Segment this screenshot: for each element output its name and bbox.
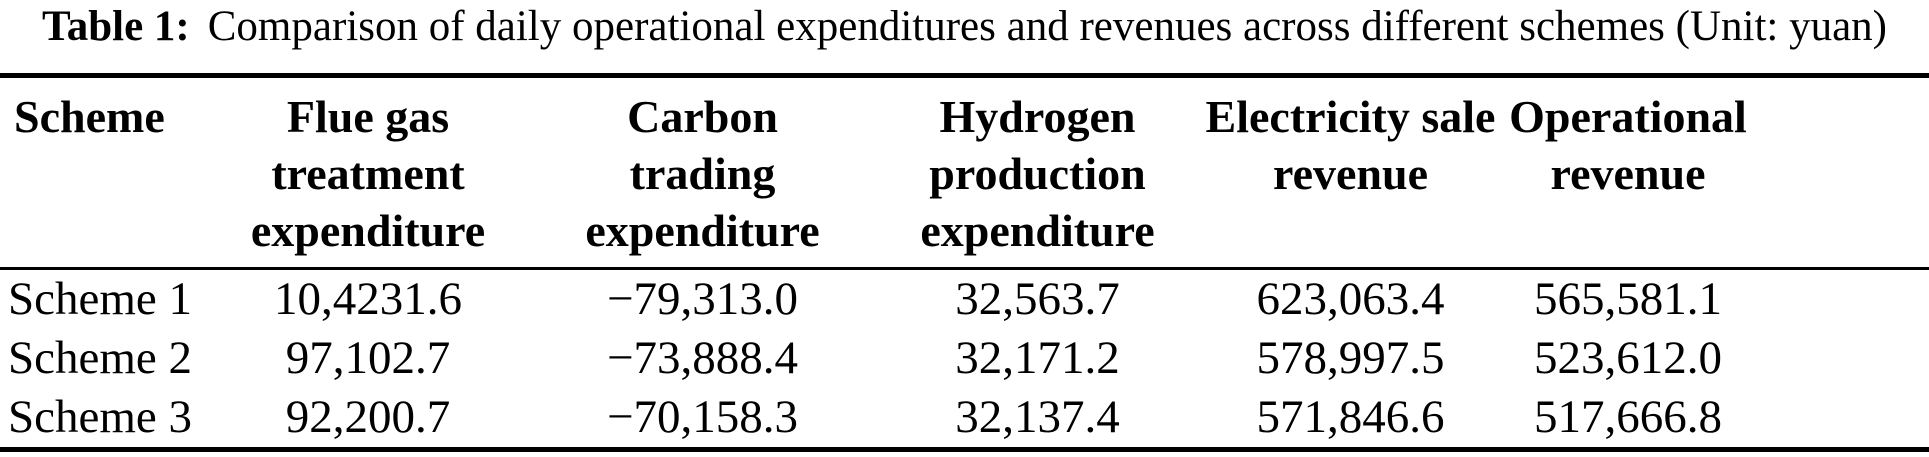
cell-flue-gas-treatment-expenditure: 10,4231.6	[274, 273, 462, 325]
cell-operational-revenue: 523,612.0	[1534, 332, 1722, 384]
table-caption: Table 1: Comparison of daily operational …	[0, 0, 1929, 52]
table-row-scheme-2: Scheme 2 97,102.7 −73,888.4 32,171.2 578…	[0, 329, 1929, 388]
table-body: Scheme 1 10,4231.6 −79,313.0 32,563.7 62…	[0, 269, 1929, 450]
cell-operational-revenue: 565,581.1	[1534, 273, 1722, 325]
table-row-scheme-1: Scheme 1 10,4231.6 −79,313.0 32,563.7 62…	[0, 269, 1929, 330]
cell-electricity-sale-revenue: 571,846.6	[1256, 391, 1445, 443]
cell-carbon-trading-expenditure: −79,313.0	[606, 273, 798, 325]
cell-carbon-trading-expenditure: −70,158.3	[606, 391, 798, 443]
cell-hydrogen-production-expenditure: 32,137.4	[955, 391, 1120, 443]
cell-electricity-sale-revenue: 623,063.4	[1256, 273, 1445, 325]
cell-operational-revenue: 517,666.8	[1534, 391, 1722, 443]
table-caption-text: Comparison of daily operational expendit…	[207, 3, 1888, 50]
cell-flue-gas-treatment-expenditure: 92,200.7	[285, 391, 451, 443]
comparison-table: Scheme Flue gas treatment expenditure Ca…	[0, 73, 1929, 452]
cell-scheme: Scheme 1	[8, 273, 193, 325]
column-header-scheme: Scheme	[0, 75, 202, 270]
cell-electricity-sale-revenue: 578,997.5	[1256, 332, 1445, 384]
column-header-hydrogen-production-expenditure: Hydrogen production expenditure	[871, 75, 1204, 270]
table-caption-label: Table 1:	[41, 3, 190, 50]
column-header-carbon-trading-expenditure: Carbon trading expenditure	[534, 75, 871, 270]
cell-flue-gas-treatment-expenditure: 97,102.7	[285, 332, 451, 384]
cell-carbon-trading-expenditure: −73,888.4	[606, 332, 798, 384]
table-header: Scheme Flue gas treatment expenditure Ca…	[0, 75, 1929, 270]
header-row: Scheme Flue gas treatment expenditure Ca…	[0, 75, 1929, 270]
column-header-flue-gas-treatment-expenditure: Flue gas treatment expenditure	[202, 75, 534, 270]
column-header-operational-revenue: Operational revenue	[1497, 75, 1929, 270]
cell-hydrogen-production-expenditure: 32,171.2	[955, 332, 1120, 384]
cell-scheme: Scheme 2	[8, 332, 193, 384]
table-row-scheme-3: Scheme 3 92,200.7 −70,158.3 32,137.4 571…	[0, 388, 1929, 450]
column-header-electricity-sale-revenue: Electricity sale revenue	[1204, 75, 1497, 270]
cell-scheme: Scheme 3	[8, 391, 193, 443]
cell-hydrogen-production-expenditure: 32,563.7	[955, 273, 1120, 325]
